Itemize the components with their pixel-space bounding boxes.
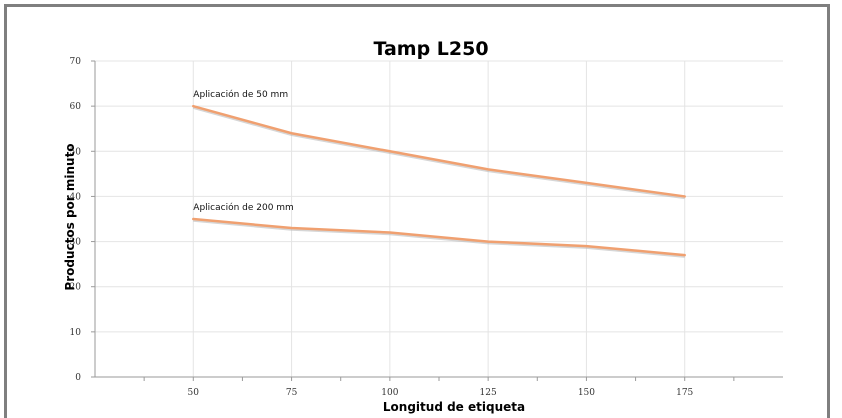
y-tick-label: 20 [70,283,82,293]
x-tick-label: 125 [480,388,497,398]
labels-layer: 0 10 20 30 40 50 60 70 50 75 100 125 150 175 Aplicació… [70,57,694,398]
series-line-shadow [193,219,685,258]
series-line [192,104,686,198]
chart-title: Tamp L250 [373,38,488,60]
series-line [192,217,686,257]
x-tick-label: 50 [188,388,200,398]
x-tick-label: 75 [286,388,298,398]
chart-frame: Tamp L250 0 10 20 30 40 50 60 70 50 75 100 125 150 17… [4,4,830,418]
series-label: Aplicación de 200 mm [193,202,294,213]
y-tick-label: 60 [70,102,82,112]
x-tick-label: 175 [676,388,693,398]
series-line-shadow [192,106,685,200]
x-axis-title: Longitud de etiqueta [383,400,525,414]
x-tick-label: 150 [578,388,595,398]
x-tick-label: 100 [381,388,398,398]
y-tick-label: 30 [70,238,82,248]
axes-layer [91,60,783,381]
y-tick-label: 40 [70,192,82,202]
y-tick-label: 10 [70,328,82,338]
y-tick-label: 0 [75,373,81,383]
series-layer [192,104,686,258]
series-label: Aplicación de 50 mm [193,89,288,100]
y-tick-label: 70 [70,57,82,67]
grid-layer [95,60,783,377]
y-tick-label: 50 [70,147,82,157]
line-chart: Tamp L250 0 10 20 30 40 50 60 70 50 75 100 125 150 17… [63,38,783,414]
y-axis-title: Productos por minuto [63,143,77,290]
